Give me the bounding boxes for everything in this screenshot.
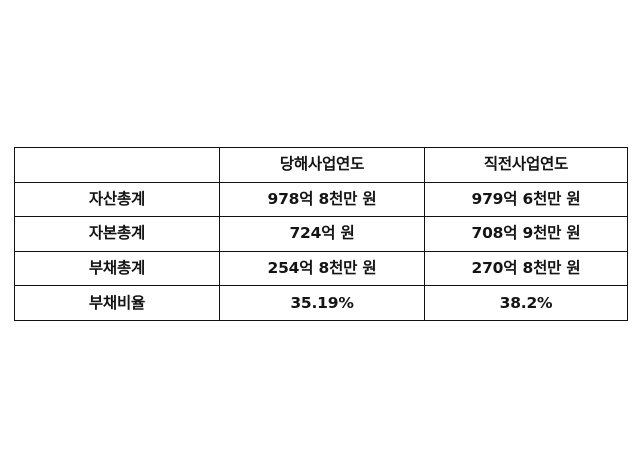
column-header-previous-year: 직전사업연도 [424, 147, 628, 183]
cell-debt-ratio-current: 35.19% [219, 285, 425, 321]
cell-total-assets-previous: 979억 6천만 원 [424, 181, 628, 218]
row-label-total-liabilities: 부채총계 [14, 250, 220, 287]
cell-total-assets-current: 978억 8천만 원 [219, 181, 425, 218]
cell-total-liabilities-current: 254억 8천만 원 [219, 250, 425, 287]
table-row: 자산총계 978억 8천만 원 979억 6천만 원 [14, 181, 628, 218]
cell-debt-ratio-previous: 38.2% [424, 285, 628, 321]
table-header: 당해사업연도 직전사업연도 [14, 147, 628, 183]
column-header-current-year: 당해사업연도 [219, 147, 425, 183]
row-label-total-assets: 자산총계 [14, 181, 220, 218]
table-row: 부채총계 254억 8천만 원 270억 8천만 원 [14, 250, 628, 287]
table-row: 자본총계 724억 원 708억 9천만 원 [14, 216, 628, 252]
cell-total-liabilities-previous: 270억 8천만 원 [424, 250, 628, 287]
financial-summary-table-wrapper: 당해사업연도 직전사업연도 자산총계 978억 8천만 원 979억 6천만 원… [14, 147, 628, 321]
table-body: 자산총계 978억 8천만 원 979억 6천만 원 자본총계 724억 원 7… [14, 181, 628, 321]
table-row: 부채비율 35.19% 38.2% [14, 285, 628, 321]
cell-total-equity-previous: 708억 9천만 원 [424, 216, 628, 252]
financial-summary-table: 당해사업연도 직전사업연도 자산총계 978억 8천만 원 979억 6천만 원… [14, 147, 628, 321]
table-header-row: 당해사업연도 직전사업연도 [14, 147, 628, 183]
cell-total-equity-current: 724억 원 [219, 216, 425, 252]
table-corner-cell [14, 147, 220, 183]
row-label-total-equity: 자본총계 [14, 216, 220, 252]
row-label-debt-ratio: 부채비율 [14, 285, 220, 321]
